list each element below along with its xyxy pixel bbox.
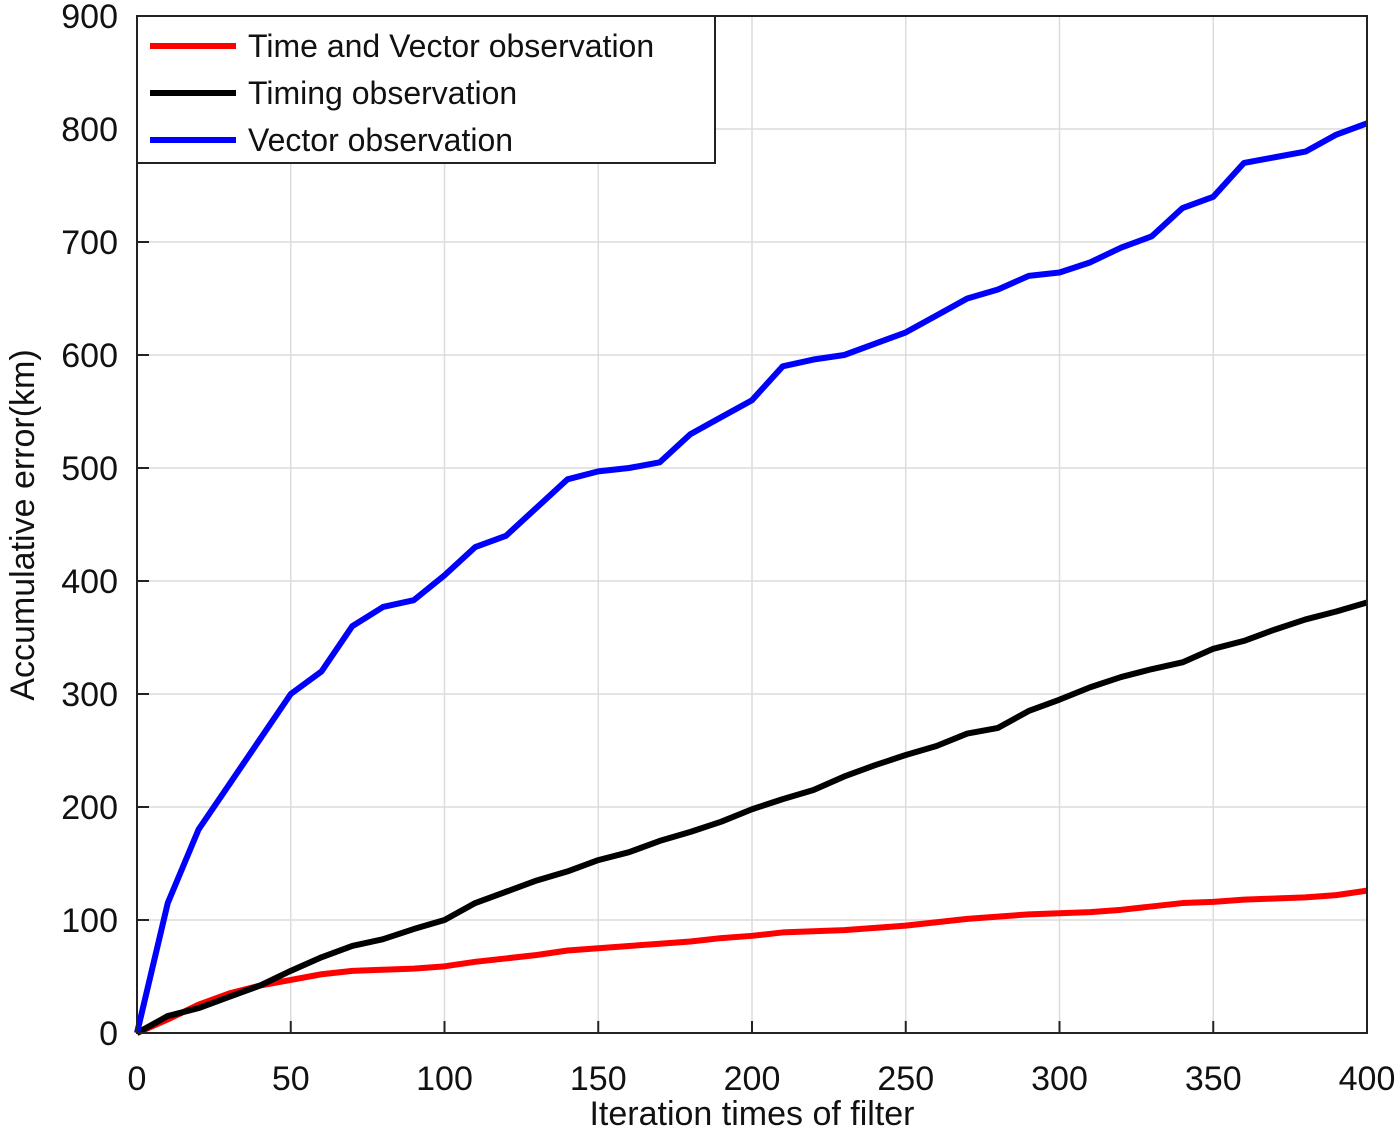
y-axis-label: Accumulative error(km)	[4, 349, 42, 700]
legend-label: Vector observation	[248, 122, 513, 158]
x-tick-label: 100	[416, 1060, 473, 1098]
legend: Time and Vector observation Timing observ…	[136, 15, 716, 164]
series-line	[134, 120, 1369, 1034]
y-tick-label: 100	[61, 902, 118, 940]
y-tick-label: 0	[99, 1015, 118, 1053]
ticks: 0 50 100 150 200 250 300 350 400 0 100 200 300 400 500…	[61, 0, 1395, 1098]
lines	[134, 120, 1369, 1036]
y-tick-label: 400	[61, 563, 118, 601]
x-tick-label: 400	[1339, 1060, 1396, 1098]
legend-label: Time and Vector observation	[248, 28, 654, 64]
y-tick-label: 500	[61, 450, 118, 488]
y-tick-label: 300	[61, 676, 118, 714]
x-tick-label: 0	[128, 1060, 147, 1098]
y-tick-label: 200	[61, 789, 118, 827]
x-axis-label: Iteration times of filter	[589, 1095, 914, 1133]
y-tick-label: 800	[61, 111, 118, 149]
y-tick-label: 600	[61, 337, 118, 375]
x-tick-label: 250	[877, 1060, 934, 1098]
x-tick-label: 150	[570, 1060, 627, 1098]
y-tick-label: 700	[61, 224, 118, 262]
grid	[136, 15, 1368, 1034]
x-tick-label: 50	[272, 1060, 310, 1098]
x-tick-label: 300	[1031, 1060, 1088, 1098]
series-line	[135, 887, 1368, 1036]
legend-label: Timing observation	[248, 75, 517, 111]
x-tick-label: 350	[1185, 1060, 1242, 1098]
series-line	[135, 599, 1368, 1036]
x-tick-label: 200	[724, 1060, 781, 1098]
y-tick-label: 900	[61, 0, 118, 36]
